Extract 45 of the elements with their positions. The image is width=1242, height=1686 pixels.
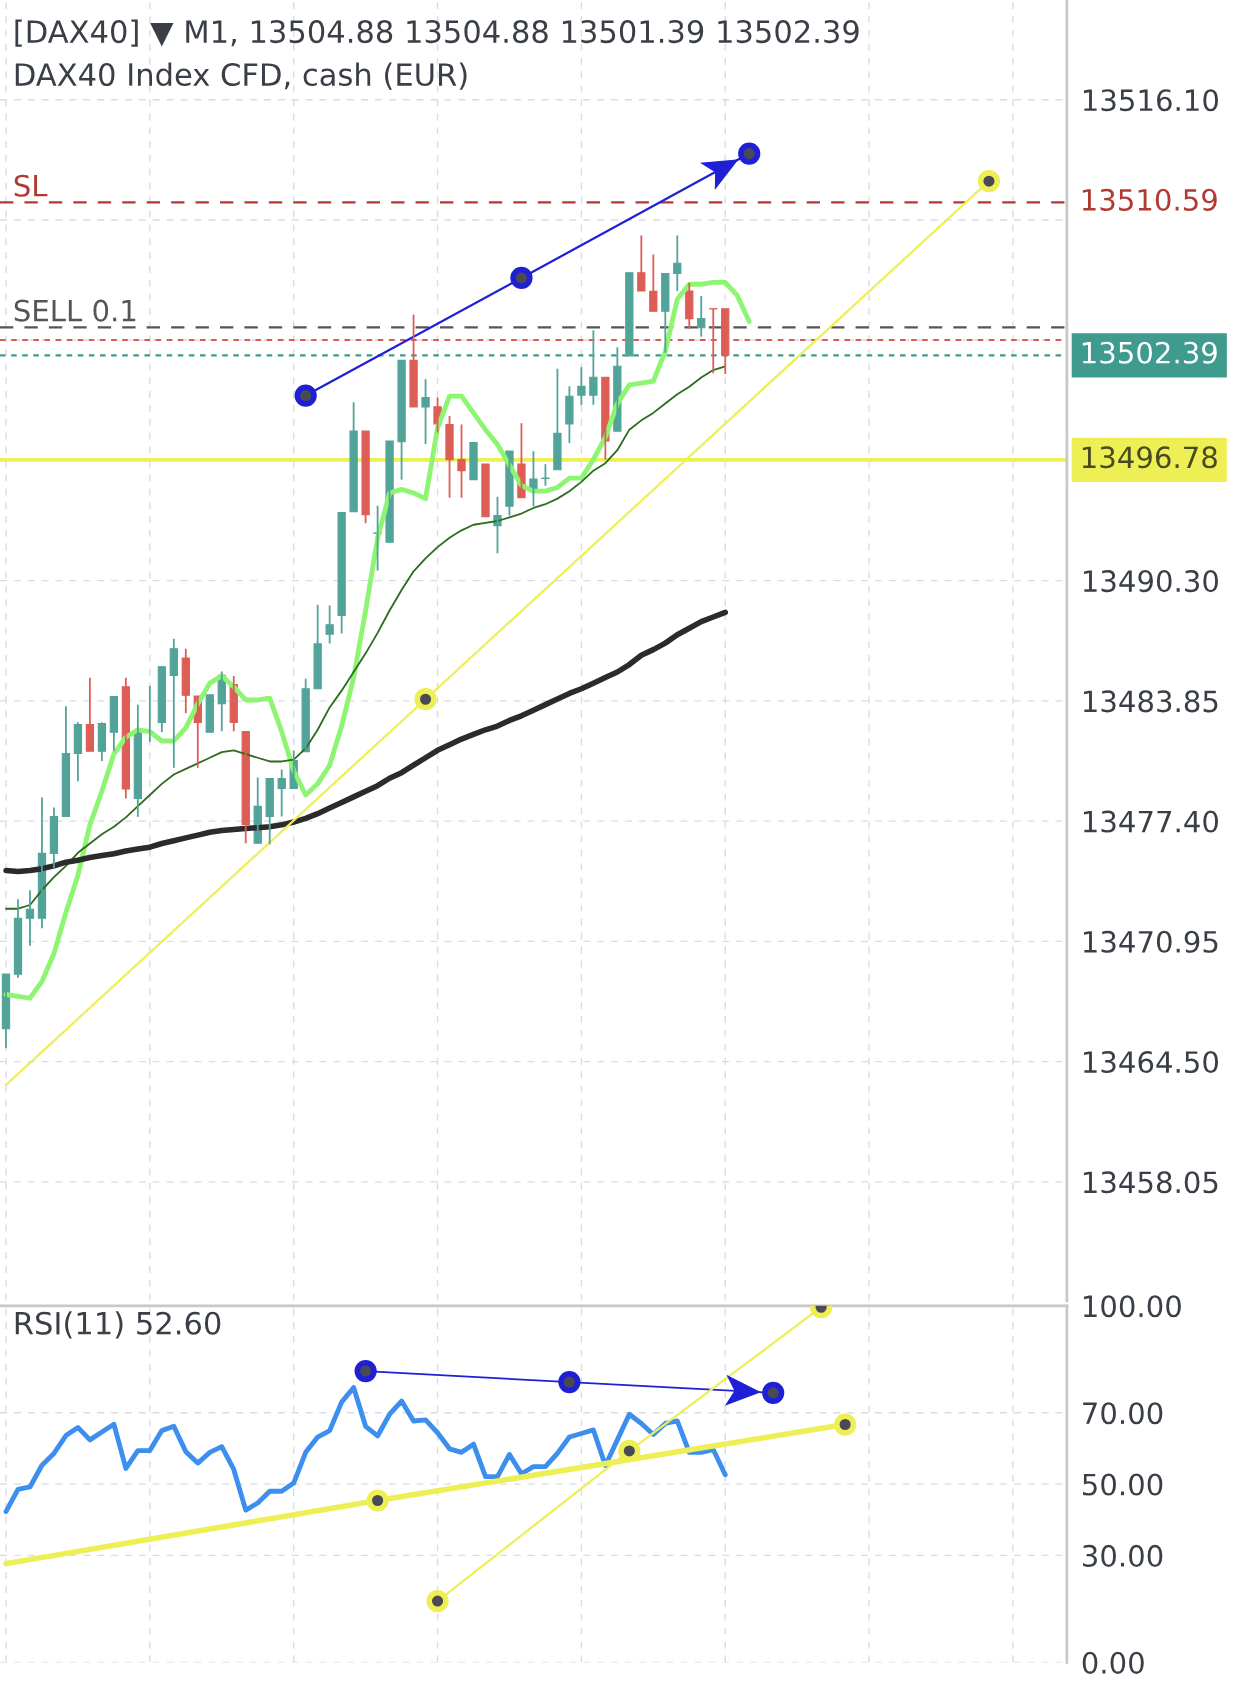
point xyxy=(762,1381,785,1404)
y-tick-label: 50.00 xyxy=(1083,1473,1163,1496)
point xyxy=(414,688,437,711)
y-tick-label: 13516.10 xyxy=(1083,89,1218,112)
point xyxy=(426,1589,449,1613)
y-tick-label: 13483.85 xyxy=(1083,690,1218,713)
candlestick xyxy=(421,378,430,445)
text: 13496.78 xyxy=(1082,446,1217,469)
y-tick-label: 13477.40 xyxy=(1083,810,1218,833)
candlestick xyxy=(553,367,562,471)
candlestick xyxy=(445,414,454,499)
line-series xyxy=(3,1385,728,1514)
candlestick xyxy=(457,423,466,499)
y-tick-label: 0.00 xyxy=(1082,1651,1144,1674)
text: 13502.39 xyxy=(1082,341,1217,364)
chart-title: RSI(11) 52.60 xyxy=(15,1311,221,1339)
candlestick xyxy=(481,463,490,518)
point xyxy=(618,1439,641,1463)
y-tick-label: 13458.05 xyxy=(1083,1171,1218,1194)
y-tick-label: 13490.30 xyxy=(1083,570,1218,593)
text: DAX40 Index CFD, cash (EUR) xyxy=(15,62,467,90)
point xyxy=(834,1413,857,1436)
candlestick xyxy=(325,604,334,645)
point xyxy=(977,170,1001,193)
y-tick-label: 13470.95 xyxy=(1083,930,1218,953)
candlestick xyxy=(541,463,550,487)
point xyxy=(510,266,533,290)
point xyxy=(366,1489,389,1512)
line-series xyxy=(3,279,752,1001)
ref-line-label: SL xyxy=(14,174,48,197)
point xyxy=(354,1359,377,1383)
text: 13510.59 xyxy=(1082,188,1217,211)
candlestick xyxy=(397,359,406,481)
candlestick xyxy=(469,441,478,481)
y-tick-label: 70.00 xyxy=(1083,1402,1163,1425)
point xyxy=(738,142,761,165)
point xyxy=(558,1371,581,1394)
y-tick-label: 13464.50 xyxy=(1083,1051,1218,1074)
text: [DAX40] ▼ M1, 13504.88 13504.88 13501.39 13502.39 xyxy=(15,19,859,47)
y-tick-label: 100.00 xyxy=(1083,1295,1181,1318)
point xyxy=(294,384,317,407)
line-series xyxy=(5,365,727,910)
candlestick xyxy=(529,450,538,508)
y-tick-label: 30.00 xyxy=(1082,1544,1163,1567)
ref-line-label: SELL 0.1 xyxy=(14,299,136,322)
